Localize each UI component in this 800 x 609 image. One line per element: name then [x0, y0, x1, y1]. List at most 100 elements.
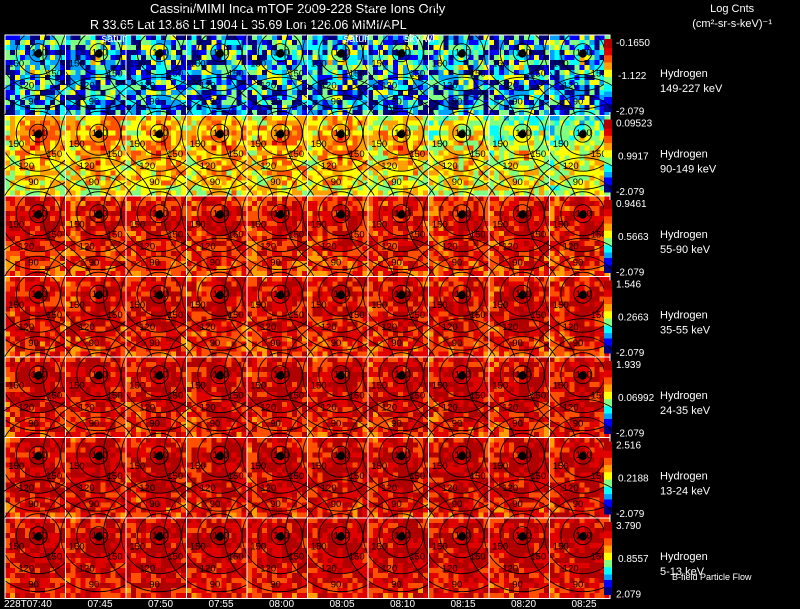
heatmap-cell — [362, 60, 368, 65]
heatmap-cell — [332, 85, 338, 90]
heatmap-cell — [584, 45, 590, 50]
contour-label: 120 — [79, 161, 95, 172]
heatmap-cell — [413, 170, 418, 176]
heatmap-cell — [151, 65, 156, 70]
heatmap-cell — [15, 95, 20, 100]
heatmap-cell — [468, 140, 474, 146]
heatmap-cell — [433, 155, 439, 161]
heatmap-cell — [292, 150, 297, 156]
heatmap-cell — [120, 50, 126, 55]
heatmap-cell — [241, 125, 247, 131]
heatmap-cell — [564, 155, 570, 161]
heatmap-cell — [453, 95, 459, 100]
heatmap-cell — [307, 100, 313, 105]
heatmap-cell — [594, 170, 600, 176]
heatmap-cell — [373, 35, 378, 40]
heatmap-cell — [45, 125, 50, 131]
heatmap-cell — [448, 50, 454, 55]
heatmap-cell — [151, 165, 156, 171]
heatmap-cell — [105, 95, 111, 100]
contour-line — [149, 43, 169, 63]
heatmap-cell — [221, 65, 227, 70]
heatmap-cell — [166, 175, 171, 181]
heatmap-cell — [55, 221, 60, 226]
heatmap-cell — [110, 120, 116, 126]
heatmap-cell — [65, 206, 71, 211]
heatmap-cell — [514, 115, 519, 121]
heatmap-cell — [428, 190, 434, 196]
heatmap-cell — [393, 60, 398, 65]
heatmap-cell — [337, 170, 343, 176]
heatmap-cell — [221, 261, 227, 266]
heatmap-cell — [453, 105, 459, 110]
heatmap-cell — [5, 65, 10, 70]
heatmap-cell — [35, 231, 40, 236]
heatmap-cell — [514, 165, 519, 171]
heatmap-cell — [423, 175, 428, 181]
colorbar-segment — [604, 60, 612, 64]
heatmap-cell — [191, 125, 197, 131]
heatmap-cell — [171, 110, 176, 115]
heatmap-cell — [539, 110, 544, 115]
heatmap-cell — [307, 180, 313, 186]
heatmap-cell — [151, 150, 156, 156]
heatmap-cell — [554, 75, 560, 80]
heatmap-cell — [201, 70, 207, 75]
heatmap-cell — [146, 150, 151, 156]
contour-label: 150 — [371, 139, 387, 150]
heatmap-cell — [206, 190, 212, 196]
heatmap-cell — [514, 50, 519, 55]
heatmap-cell — [564, 180, 570, 186]
heatmap-cell — [226, 180, 232, 186]
heatmap-cell — [393, 80, 398, 85]
heatmap-cell — [312, 90, 318, 95]
heatmap-cell — [524, 185, 529, 191]
heatmap-cell — [35, 241, 40, 246]
heatmap-cell — [277, 90, 282, 95]
heatmap-cell — [423, 130, 428, 136]
heatmap-cell — [50, 85, 55, 90]
heatmap-cell — [196, 196, 202, 201]
heatmap-cell — [584, 165, 590, 171]
heatmap-cell — [574, 35, 580, 40]
heatmap-cell — [75, 55, 81, 60]
heatmap-cell — [519, 45, 524, 50]
heatmap-cell — [352, 105, 358, 110]
heatmap-cell — [90, 135, 96, 141]
heatmap-cell — [357, 180, 363, 186]
heatmap-cell — [337, 175, 343, 181]
heatmap-cell — [5, 201, 10, 206]
heatmap-cell — [388, 165, 393, 171]
heatmap-cell — [292, 45, 297, 50]
heatmap-cell — [483, 55, 489, 60]
heatmap-cell — [156, 271, 161, 276]
heatmap-cell — [5, 251, 10, 256]
heatmap-cell — [50, 266, 55, 271]
heatmap-cell — [15, 120, 20, 126]
heatmap-cell — [146, 75, 151, 80]
heatmap-cell — [534, 55, 539, 60]
heatmap-cell — [241, 115, 247, 121]
heatmap-cell — [10, 70, 15, 75]
heatmap-cell — [539, 180, 544, 186]
heatmap-cell — [307, 40, 313, 45]
heatmap-cell — [55, 140, 60, 146]
heatmap-cell — [287, 170, 292, 176]
heatmap-cell — [509, 130, 514, 136]
heatmap-cell — [35, 110, 40, 115]
heatmap-cell — [458, 185, 464, 191]
heatmap-cell — [428, 65, 434, 70]
heatmap-cell — [85, 50, 91, 55]
contour-label: 150 — [591, 149, 607, 160]
heatmap-cell — [448, 65, 454, 70]
heatmap-cell — [131, 75, 136, 80]
heatmap-cell — [120, 35, 126, 40]
heatmap-cell — [15, 80, 20, 85]
heatmap-cell — [534, 100, 539, 105]
heatmap-cell — [156, 160, 161, 166]
contour-line — [499, 110, 545, 156]
heatmap-cell — [50, 185, 55, 191]
heatmap-cell — [141, 95, 146, 100]
heatmap-cell — [534, 65, 539, 70]
heatmap-cell — [75, 40, 81, 45]
